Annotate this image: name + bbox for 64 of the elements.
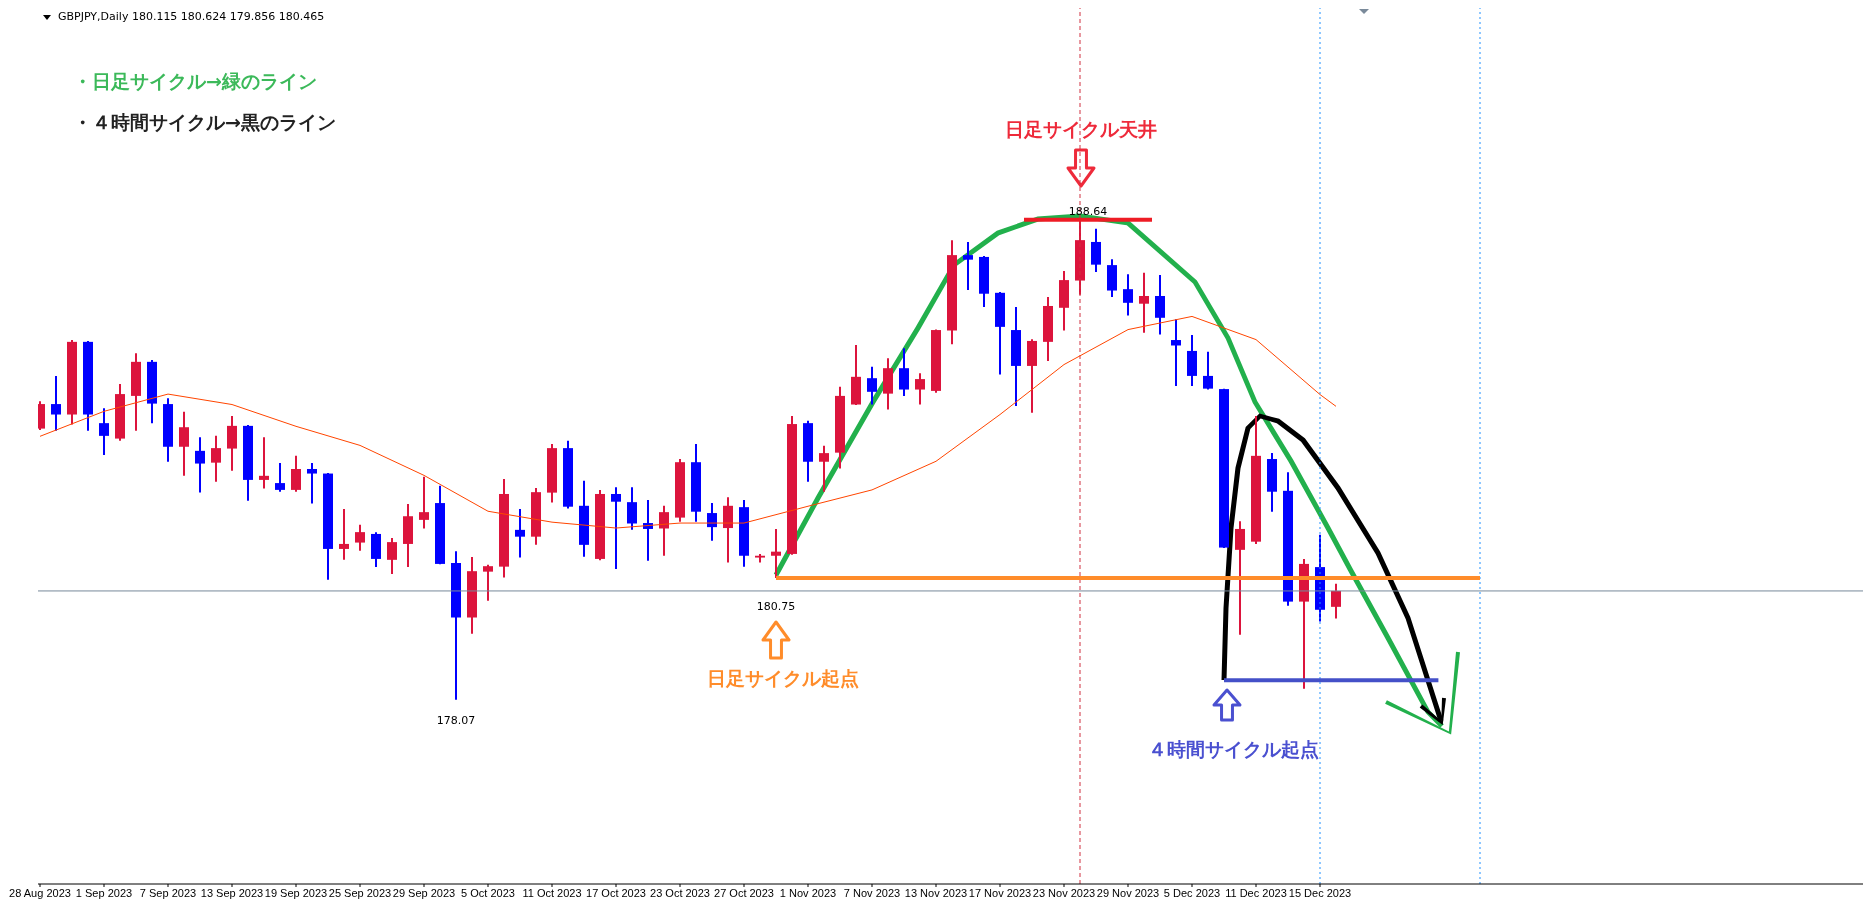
candlestick xyxy=(211,434,221,483)
x-tick-label: 1 Nov 2023 xyxy=(779,886,837,899)
candlestick xyxy=(627,486,637,531)
candlestick xyxy=(179,410,189,477)
text: ４時間サイクル起点 xyxy=(1147,738,1319,760)
candlestick xyxy=(1139,271,1149,334)
text: ・日足サイクル→緑のライン xyxy=(73,70,317,92)
candlestick xyxy=(819,444,829,493)
candlestick xyxy=(1171,318,1181,387)
candlestick xyxy=(1155,274,1165,336)
candlestick xyxy=(1235,520,1245,636)
x-tick-label: 7 Sep 2023 xyxy=(139,886,197,899)
candlestick xyxy=(659,504,669,557)
x-tick-label: 27 Oct 2023 xyxy=(714,886,774,899)
annotation: 日足サイクル起点 xyxy=(707,667,859,689)
x-tick-label: 11 Dec 2023 xyxy=(1225,886,1287,899)
candlestick xyxy=(355,523,365,552)
candlestick xyxy=(1331,582,1341,620)
x-tick-label: 13 Sep 2023 xyxy=(200,886,264,899)
candlestick xyxy=(515,507,525,559)
text: ・４時間サイクル→黒のライン xyxy=(73,111,336,133)
candlestick xyxy=(723,496,733,564)
candlestick xyxy=(1203,350,1213,391)
x-tick-label: 17 Nov 2023 xyxy=(968,886,1032,899)
candlestick xyxy=(259,436,269,490)
candlestick xyxy=(275,462,285,493)
text: 日足サイクル天井 xyxy=(1005,118,1157,140)
candlestick xyxy=(483,563,493,602)
candlestick xyxy=(99,407,109,456)
text: 178.07 xyxy=(436,714,476,727)
x-tick-label: 29 Sep 2023 xyxy=(392,886,456,899)
x-tick-label: 13 Nov 2023 xyxy=(904,886,968,899)
candlestick xyxy=(915,372,925,406)
x-tick-label: 7 Nov 2023 xyxy=(843,886,901,899)
candlestick xyxy=(51,374,61,432)
candlestick xyxy=(291,454,301,493)
x-tick-label: 17 Oct 2023 xyxy=(586,886,646,899)
candlestick xyxy=(867,365,877,406)
x-tick-label: 5 Dec 2023 xyxy=(1163,886,1221,899)
x-tick-label: 1 Sep 2023 xyxy=(75,886,133,899)
candlestick xyxy=(195,436,205,494)
x-tick-label: 23 Nov 2023 xyxy=(1032,886,1096,899)
candlestick xyxy=(227,414,237,472)
candlestick xyxy=(339,507,349,561)
x-tick-label: 11 Oct 2023 xyxy=(522,886,582,899)
annotation: 180.75 xyxy=(756,600,796,613)
candlestick xyxy=(307,462,317,505)
candlestick xyxy=(899,347,909,397)
x-tick-label: 25 Sep 2023 xyxy=(328,886,392,899)
ref-line-label: 188.64 xyxy=(1068,204,1108,218)
candlestick xyxy=(387,537,397,575)
x-tick-label: 29 Nov 2023 xyxy=(1096,886,1160,899)
x-tick-label: 5 Oct 2023 xyxy=(461,886,515,899)
x-tick-label: 15 Dec 2023 xyxy=(1288,886,1352,899)
x-tick-label: 28 Aug 2023 xyxy=(9,886,71,899)
candlestick xyxy=(771,527,781,579)
x-tick-label: 23 Oct 2023 xyxy=(650,886,710,899)
candlestick xyxy=(611,486,621,570)
candlestick xyxy=(1091,227,1101,273)
x-tick-label: 19 Sep 2023 xyxy=(264,886,328,899)
candlestick xyxy=(963,240,973,292)
candlestick xyxy=(419,475,429,530)
candlestick xyxy=(1123,273,1133,317)
text: GBPJPY,Daily 180.115 180.624 179.856 180.465 xyxy=(58,10,325,23)
